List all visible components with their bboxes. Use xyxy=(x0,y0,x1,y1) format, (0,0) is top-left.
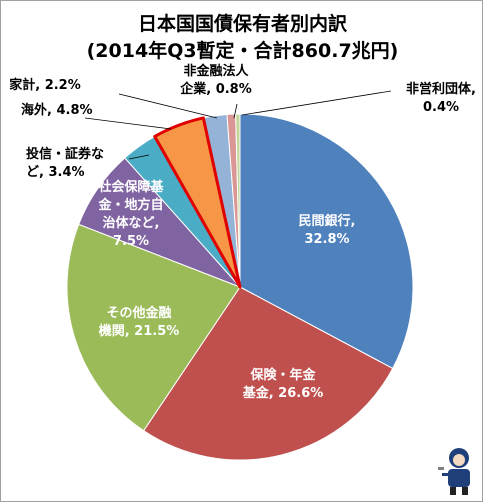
pie-slice-9 xyxy=(235,113,241,288)
slice-label-1: 民間銀行, 32.8% xyxy=(299,213,356,247)
leader-line-8 xyxy=(233,103,238,119)
slice-label-3: その他金融機関, 21.5% xyxy=(99,305,180,339)
slice-label-4: 社会保障基金・地方自治体など, 7.5% xyxy=(97,179,164,249)
pie-slice-2 xyxy=(142,286,394,461)
leader-line-6 xyxy=(84,117,172,130)
slice-label-8: 非金融法人企業, 0.8% xyxy=(179,63,252,97)
chart-subtitle: (2014年Q3暫定・合計860.7兆円) xyxy=(86,40,399,62)
slice-label-5: 投信・証券など, 3.4% xyxy=(26,146,104,180)
leader-line-7 xyxy=(118,93,218,119)
slice-label-9: 非営利団体, 0.4% xyxy=(406,81,476,115)
mascot-icon xyxy=(438,448,470,495)
slice-label-2: 保険・年金基金, 26.6% xyxy=(242,367,324,401)
pie-slice-3 xyxy=(66,223,241,432)
highlight-outline xyxy=(153,116,242,289)
pie-slice-1 xyxy=(239,113,414,370)
slice-label-6: 海外, 4.8% xyxy=(21,102,93,118)
leader-line-5 xyxy=(128,154,150,160)
slice-label-7: 家計, 2.2% xyxy=(9,77,81,93)
leader-line-9 xyxy=(241,90,392,116)
chart-title: 日本国国債保有者別内訳 xyxy=(137,13,347,35)
